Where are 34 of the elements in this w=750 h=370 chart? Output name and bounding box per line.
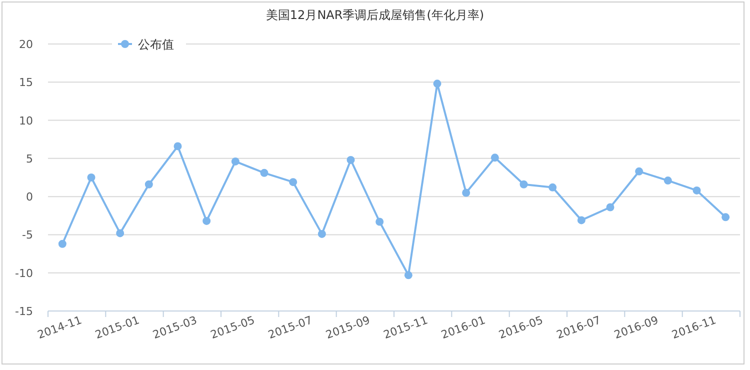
point	[462, 188, 470, 197]
y-tick-label: 20	[19, 38, 33, 51]
point	[664, 176, 672, 185]
y-tick-label: 0	[26, 190, 33, 204]
point	[260, 168, 268, 177]
legend-label: 公布值	[138, 38, 174, 52]
y-tick-label: -15	[15, 305, 33, 318]
point	[635, 167, 644, 176]
point	[116, 229, 124, 238]
point	[548, 183, 557, 192]
y-tick-label: 10	[19, 114, 33, 128]
point	[520, 180, 528, 188]
point	[692, 186, 701, 194]
y-tick-label: -10	[15, 266, 33, 280]
point	[87, 174, 96, 182]
point	[346, 156, 355, 164]
point	[722, 213, 730, 222]
y-tick-label: 5	[26, 152, 33, 166]
point	[231, 157, 240, 166]
y-tick-label: 15	[19, 76, 33, 90]
point	[58, 240, 66, 248]
y-tick-label: -5	[22, 228, 33, 242]
point	[376, 218, 384, 226]
point	[318, 230, 326, 238]
point	[202, 216, 211, 225]
point	[577, 216, 586, 224]
point	[289, 178, 298, 186]
point	[606, 203, 614, 212]
point	[404, 271, 412, 280]
point	[433, 80, 442, 88]
point	[174, 142, 182, 150]
chart-title: 美国12月NAR季调后成屋销售(年化月率)	[266, 8, 484, 22]
point	[144, 180, 153, 188]
point	[490, 154, 499, 162]
